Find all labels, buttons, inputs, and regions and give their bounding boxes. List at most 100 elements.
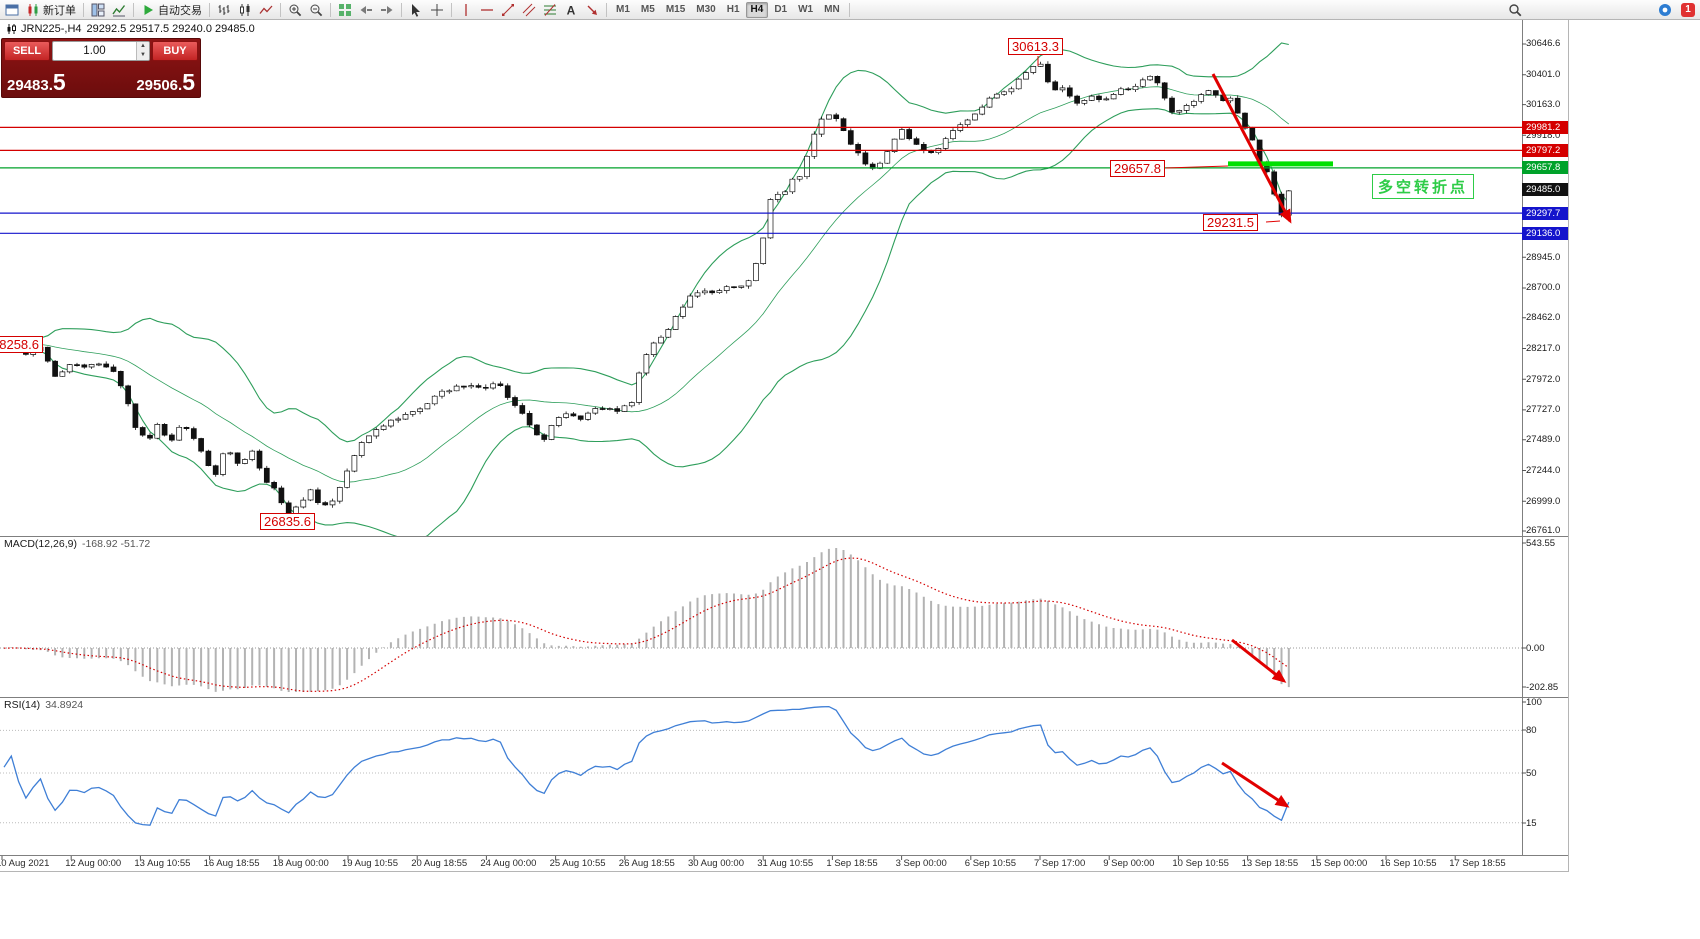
alert-count-badge[interactable]: 1 — [1681, 2, 1695, 17]
timeframe-m5-button[interactable]: M5 — [640, 3, 655, 15]
text-tool-icon: A — [564, 3, 578, 17]
auto-scroll-icon[interactable] — [356, 1, 376, 19]
zoom-in-icon[interactable] — [285, 1, 305, 19]
macd-histogram — [3, 548, 1290, 692]
timeframe-h4-button[interactable]: H4 — [745, 1, 769, 18]
bear-candles — [15, 63, 1285, 518]
new-order-label: 新订单 — [43, 4, 76, 17]
one-click-trading-panel: SELL 1.00 ▲ ▼ BUY 29483. 5 29506. 5 — [1, 38, 201, 98]
candlestick-chart-icon[interactable] — [235, 1, 255, 19]
vertical-line-icon[interactable] — [456, 1, 476, 19]
new-order-button[interactable]: 新订单 — [23, 1, 79, 19]
chart-shift-icon[interactable] — [377, 1, 397, 19]
new-chart-icon[interactable] — [2, 1, 22, 19]
trendline-icon[interactable] — [498, 1, 518, 19]
horizontal-line-icon[interactable] — [477, 1, 497, 19]
chart-shift-icon — [380, 3, 394, 17]
chart-symbol-icon — [6, 24, 16, 34]
line-chart-icon — [259, 3, 273, 17]
rsi-down-arrow[interactable] — [1221, 761, 1290, 808]
line-chart-icon[interactable] — [256, 1, 276, 19]
main-down-arrow[interactable] — [1211, 73, 1292, 224]
cursor-icon[interactable] — [406, 1, 426, 19]
sell-button[interactable]: SELL — [4, 41, 50, 61]
zoom-out-icon — [309, 3, 323, 17]
auto-scroll-icon — [359, 3, 373, 17]
buy-price-pips: 5 — [182, 69, 195, 95]
main-price-panel — [0, 42, 1522, 536]
timeframe-w1-button[interactable]: W1 — [798, 3, 814, 15]
macd-down-arrow[interactable] — [1231, 638, 1287, 683]
volume-increase-button[interactable]: ▲ — [137, 42, 149, 51]
macd-panel — [0, 548, 1522, 692]
volume-decrease-button[interactable]: ▼ — [137, 51, 149, 60]
price-annotation[interactable]: 30613.3 — [1008, 38, 1063, 55]
bollinger-lower-band — [3, 108, 1290, 536]
timeframe-m1-button[interactable]: M1 — [616, 3, 630, 15]
vertical-line-icon — [459, 3, 473, 17]
toolbar-separator — [848, 2, 850, 17]
arrows-tool-icon — [585, 3, 599, 17]
buy-button[interactable]: BUY — [152, 41, 198, 61]
indicators-list-icon[interactable] — [109, 1, 129, 19]
profiles-icon[interactable] — [88, 1, 108, 19]
turning-point-callout[interactable]: 多空转折点 — [1372, 174, 1475, 199]
rsi-panel — [0, 705, 1522, 826]
time-axis-ticks — [1, 856, 1456, 860]
horizontal-line-icon — [480, 3, 494, 17]
trade-panel-controls: SELL 1.00 ▲ ▼ BUY — [4, 41, 198, 61]
timeframe-d1-button[interactable]: D1 — [774, 3, 788, 15]
price-annotation[interactable]: 28258.6 — [0, 336, 43, 353]
bar-chart-icon — [217, 3, 231, 17]
arrows-tool-icon[interactable] — [582, 1, 602, 19]
rsi-values: 34.8924 — [45, 699, 84, 711]
fibonacci-icon[interactable] — [540, 1, 560, 19]
timeframe-m15-button[interactable]: M15 — [665, 3, 686, 15]
text-tool-icon[interactable]: A — [561, 1, 581, 19]
cursor-icon — [409, 3, 423, 17]
indicators-list-icon — [112, 3, 126, 17]
autotrade-button[interactable]: 自动交易 — [138, 1, 205, 19]
macd-values: -168.92 -51.72 — [81, 538, 151, 550]
label-leader-line — [1165, 165, 1229, 169]
volume-value[interactable]: 1.00 — [83, 45, 106, 57]
toolbar-right-group: 1 — [1505, 1, 1698, 19]
trade-panel-prices: 29483. 5 29506. 5 — [4, 61, 198, 95]
crosshair-icon[interactable] — [427, 1, 447, 19]
price-annotation[interactable]: 29657.8 — [1110, 160, 1165, 177]
channel-icon — [522, 3, 536, 17]
panel-chrome — [0, 20, 1569, 872]
zoom-out-icon[interactable] — [306, 1, 326, 19]
price-annotation[interactable]: 29231.5 — [1203, 214, 1258, 231]
sell-price: 29483. 5 — [7, 71, 66, 95]
tile-windows-icon[interactable] — [335, 1, 355, 19]
buy-price-main: 29506. — [136, 77, 183, 94]
volume-input[interactable]: 1.00 ▲ ▼ — [52, 41, 150, 61]
notifications-button[interactable] — [1655, 1, 1675, 19]
search-button[interactable] — [1505, 1, 1525, 19]
symbol-name: JRN225-,H4 — [21, 23, 82, 35]
tile-windows-icon — [338, 3, 352, 17]
autotrade-icon — [141, 3, 155, 17]
bar-chart-icon[interactable] — [214, 1, 234, 19]
new-chart-icon — [5, 3, 19, 17]
fibonacci-icon — [543, 3, 557, 17]
rsi-line — [3, 705, 1290, 826]
toolbar-separator — [280, 2, 281, 17]
price-annotation[interactable]: 26835.6 — [260, 513, 315, 530]
toolbar-separator — [330, 2, 331, 17]
price-axis-ticks — [1522, 43, 1526, 824]
channel-icon[interactable] — [519, 1, 539, 19]
bollinger-middle-band — [3, 86, 1290, 483]
toolbar-separator — [83, 2, 84, 17]
timeframe-mn-button[interactable]: MN — [824, 3, 840, 15]
timeframe-h1-button[interactable]: H1 — [726, 3, 740, 15]
toolbar-separator — [451, 2, 452, 17]
toolbar-separator — [133, 2, 134, 17]
timeframe-m30-button[interactable]: M30 — [696, 3, 716, 15]
toolbar-separator — [209, 2, 210, 17]
symbol-ohlc-values: 29292.5 29517.5 29240.0 29485.0 — [86, 23, 255, 35]
crosshair-icon — [430, 3, 444, 17]
